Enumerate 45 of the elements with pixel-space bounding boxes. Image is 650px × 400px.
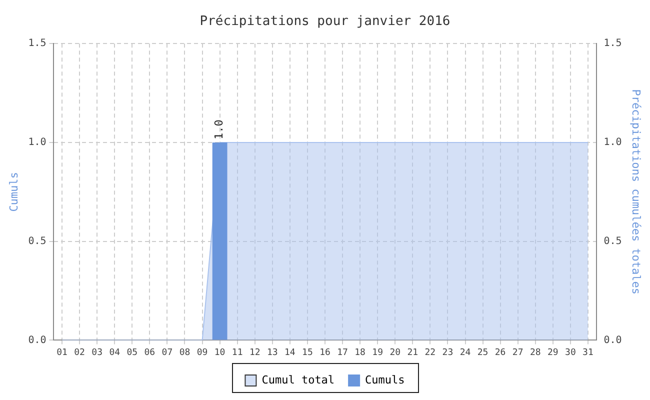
x-tick-label: 21 [407,348,418,358]
y2-tick-label: 0.5 [604,236,622,247]
x-tick-label: 20 [390,348,401,358]
x-tick-label: 22 [424,348,436,358]
x-tick-label: 06 [144,348,156,358]
x-tick-label: 25 [477,348,488,358]
y-tick-label: 0.0 [28,334,46,346]
y-tick-label: 0.5 [28,236,46,247]
y-tick-label: 1.5 [28,38,46,50]
x-tick-label: 16 [320,348,330,358]
x-tick-label: 19 [372,348,384,358]
x-tick-label: 07 [162,348,173,358]
y2-axis-title: Précipitations cumulées totales [630,89,643,295]
y2-tick-label: 1.5 [604,38,622,50]
x-tick-label: 04 [109,348,120,358]
x-tick-label: 09 [196,348,208,358]
legend-label: Cumuls [365,373,405,386]
chart-title: Précipitations pour janvier 2016 [200,14,450,30]
x-tick-label: 29 [547,348,558,358]
x-tick-label: 23 [442,348,454,358]
x-tick-label: 14 [284,348,296,358]
x-tick-label: 24 [460,348,471,358]
data-label: 1.0 [212,120,226,140]
x-tick-label: 26 [494,348,506,358]
x-tick-label: 31 [582,348,594,358]
x-tick-label: 01 [56,348,68,358]
x-tick-label: 10 [214,348,226,358]
x-tick-label: 05 [126,348,138,358]
legend-label: Cumul total [262,373,335,386]
y2-tick-label: 0.0 [604,334,622,346]
x-tick-label: 17 [337,348,348,358]
x-tick-label: 03 [92,348,103,358]
x-tick-label: 18 [354,348,366,358]
x-tick-label: 27 [512,348,524,358]
y-axis-title: Cumuls [7,172,20,212]
x-tick-label: 15 [302,348,313,358]
x-tick-label: 30 [565,348,576,358]
y2-tick-label: 1.0 [604,137,622,148]
x-tick-label: 12 [249,348,260,358]
x-tick-label: 13 [266,348,278,358]
y-tick-label: 1.0 [28,137,46,148]
x-tick-label: 28 [530,348,541,358]
x-tick-label: 11 [232,348,243,358]
x-tick-label: 02 [74,348,85,358]
x-tick-label: 08 [179,348,190,358]
